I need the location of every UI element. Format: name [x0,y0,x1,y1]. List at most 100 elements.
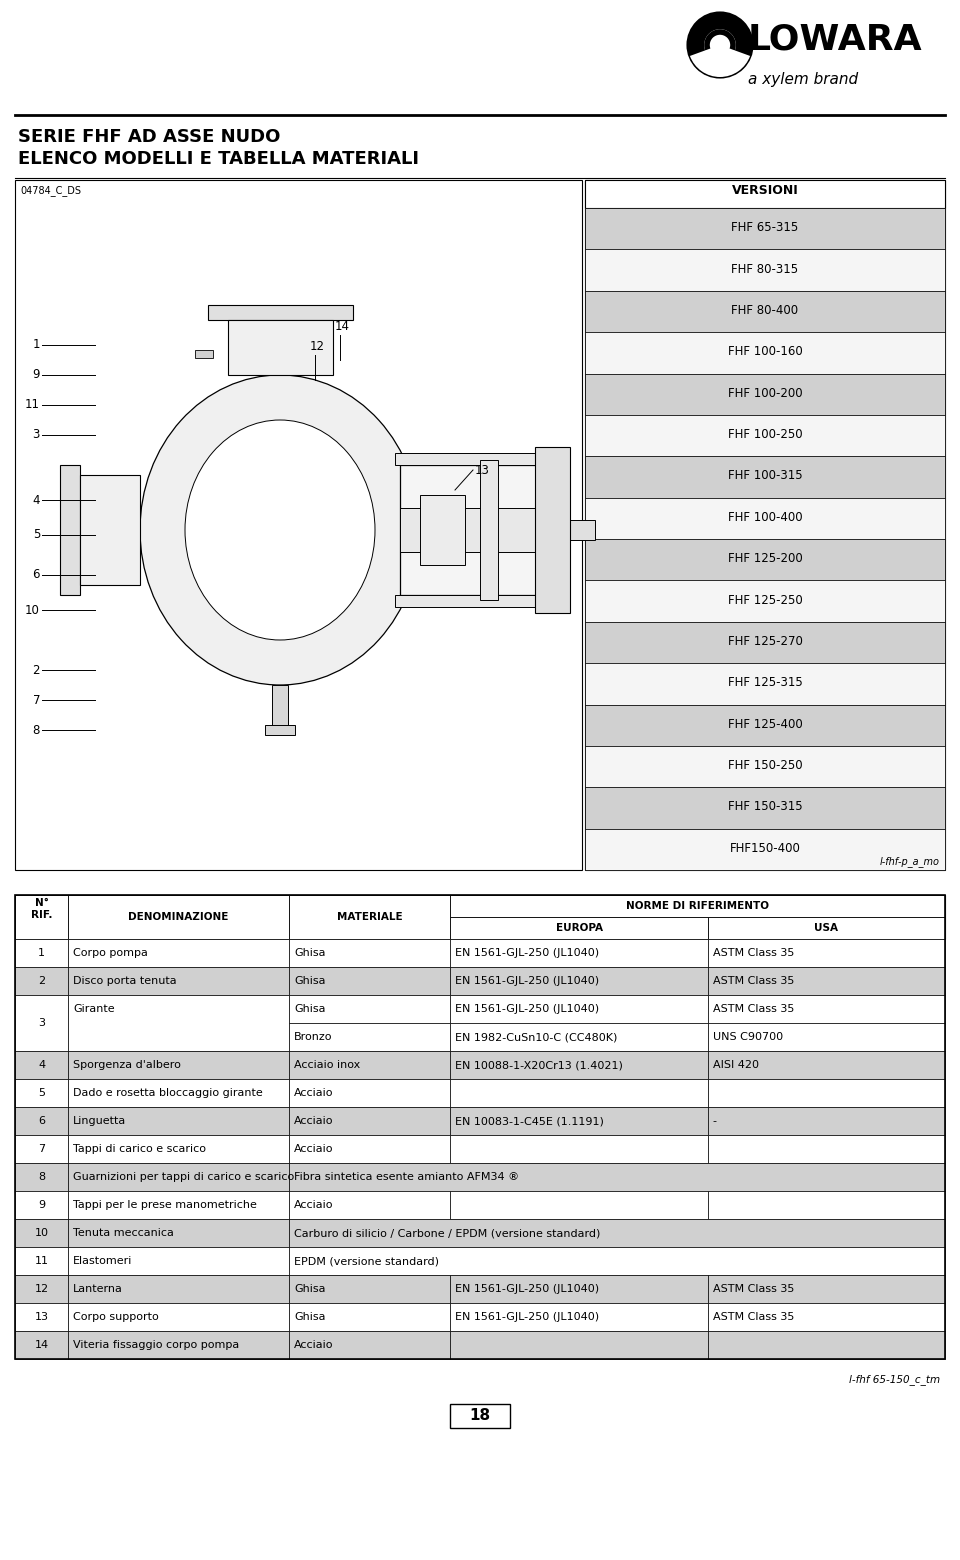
Bar [289,1331,450,1359]
Bar [265,725,295,735]
Bar [450,895,945,917]
Text: 13: 13 [35,1312,49,1321]
Bar [68,1051,289,1080]
Bar [289,1246,945,1275]
Bar [68,1080,289,1108]
Bar [289,939,450,967]
Text: 6: 6 [38,1115,45,1126]
Bar [80,474,140,585]
Bar [228,320,332,374]
Text: l-fhf 65-150_c_tm: l-fhf 65-150_c_tm [849,1374,940,1385]
Text: 7: 7 [38,1143,45,1154]
Bar [68,1164,289,1190]
Bar [68,1275,289,1303]
Text: FHF 125-270: FHF 125-270 [728,635,803,647]
Bar [708,967,945,995]
Text: Girante: Girante [73,1005,114,1014]
Text: Bronzo: Bronzo [295,1033,333,1042]
Bar [708,1303,945,1331]
Bar [560,519,595,540]
Bar [708,1190,945,1218]
Text: 7: 7 [33,694,40,707]
Bar [15,1164,68,1190]
Text: 2: 2 [33,663,40,677]
Text: Ghisa: Ghisa [295,1005,325,1014]
Text: 5: 5 [33,529,40,541]
Bar [585,415,945,456]
Text: Fibra sintetica esente amianto AFM34 ®: Fibra sintetica esente amianto AFM34 ® [295,1172,519,1182]
Text: EPDM (versione standard): EPDM (versione standard) [295,1256,440,1267]
Text: ASTM Class 35: ASTM Class 35 [713,1005,794,1014]
Bar [15,939,68,967]
Bar [289,1275,450,1303]
Text: 9: 9 [38,1200,45,1211]
Bar [708,939,945,967]
Bar [395,594,570,607]
Text: 11: 11 [25,398,40,412]
Bar [68,939,289,967]
Text: FHF 125-250: FHF 125-250 [728,593,803,607]
Text: 2: 2 [38,977,45,986]
Text: SERIE FHF AD ASSE NUDO: SERIE FHF AD ASSE NUDO [18,128,280,147]
Text: ELENCO MODELLI E TABELLA MATERIALI: ELENCO MODELLI E TABELLA MATERIALI [18,150,419,168]
Bar [15,995,68,1051]
Bar [15,967,68,995]
Bar [400,509,535,552]
Text: Lanterna: Lanterna [73,1284,123,1293]
Bar [585,250,945,290]
Text: RIF.: RIF. [31,909,52,920]
Text: 6: 6 [33,568,40,582]
Text: FHF 100-250: FHF 100-250 [728,427,803,441]
Text: LOWARA: LOWARA [748,22,923,56]
Bar [450,1108,708,1136]
Bar [68,1246,289,1275]
Text: Acciaio inox: Acciaio inox [295,1059,361,1070]
Bar [15,1190,68,1218]
Bar [15,179,582,870]
Bar [450,1303,708,1331]
Text: EN 10083-1-C45E (1.1191): EN 10083-1-C45E (1.1191) [455,1115,604,1126]
Text: FHF 125-315: FHF 125-315 [728,677,803,690]
Bar [708,1108,945,1136]
Bar [585,179,945,870]
Bar [15,1080,68,1108]
Text: Disco porta tenuta: Disco porta tenuta [73,977,177,986]
Bar [15,895,68,939]
Text: Elastomeri: Elastomeri [73,1256,132,1267]
Text: 14: 14 [35,1340,49,1349]
Text: Corpo supporto: Corpo supporto [73,1312,158,1321]
Bar [420,495,465,565]
Text: ASTM Class 35: ASTM Class 35 [713,977,794,986]
Bar [289,967,450,995]
Text: Linguetta: Linguetta [73,1115,127,1126]
Bar [15,1136,68,1164]
Text: VERSIONI: VERSIONI [732,184,799,197]
Text: Acciaio: Acciaio [295,1087,334,1098]
Text: FHF 100-400: FHF 100-400 [728,510,803,524]
Bar [289,1023,450,1051]
Bar [68,1108,289,1136]
Text: FHF 150-250: FHF 150-250 [728,760,803,772]
Text: FHF 80-315: FHF 80-315 [732,262,799,276]
Text: ASTM Class 35: ASTM Class 35 [713,948,794,958]
Text: Sporgenza d'albero: Sporgenza d'albero [73,1059,180,1070]
Text: 4: 4 [38,1059,45,1070]
Bar [585,622,945,663]
Text: 04784_C_DS: 04784_C_DS [20,186,81,197]
Text: USA: USA [814,924,838,933]
Bar [68,995,289,1051]
Text: 8: 8 [38,1172,45,1182]
Bar [15,1246,68,1275]
Text: Acciaio: Acciaio [295,1143,334,1154]
Bar [15,1303,68,1331]
Text: UNS C90700: UNS C90700 [713,1033,783,1042]
Bar [289,1108,450,1136]
Bar [708,1136,945,1164]
Bar [708,1331,945,1359]
Bar [450,1404,510,1427]
Bar [708,917,945,939]
Text: 12: 12 [35,1284,49,1293]
Text: EN 10088-1-X20Cr13 (1.4021): EN 10088-1-X20Cr13 (1.4021) [455,1059,623,1070]
Text: FHF 100-200: FHF 100-200 [728,387,803,399]
Bar [535,448,570,613]
